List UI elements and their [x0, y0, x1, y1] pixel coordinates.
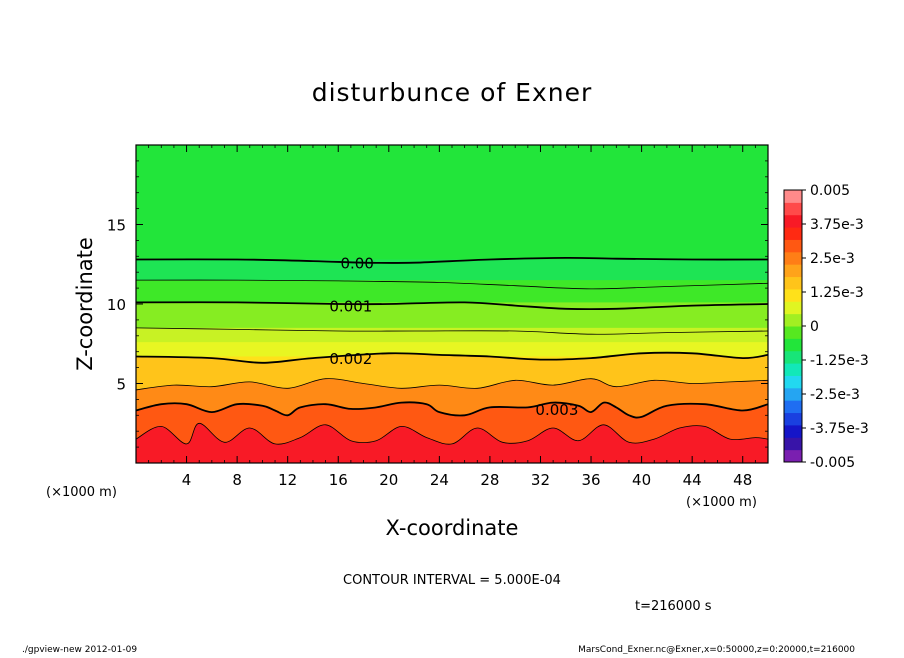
- x-tick-label: 36: [581, 471, 600, 489]
- colorbar-label: -2.5e-3: [810, 387, 860, 403]
- colorbar-label: 3.75e-3: [810, 217, 864, 233]
- colorbar-cell: [784, 190, 802, 203]
- colorbar-cell: [784, 313, 802, 327]
- colorbar-cell: [784, 449, 802, 463]
- colorbar-cell: [784, 412, 802, 426]
- contour-line: [136, 279, 768, 290]
- colorbar-cell: [784, 264, 802, 278]
- contour-lines: [136, 256, 768, 445]
- colorbar-cell: [784, 350, 802, 364]
- contour-line: [136, 422, 768, 445]
- y-tick-label: 15: [107, 217, 126, 235]
- x-tick-label: 40: [632, 471, 651, 489]
- colorbar-label: -1.25e-3: [810, 353, 869, 369]
- colorbar-label: 0.005: [810, 183, 850, 199]
- colorbar-cell: [784, 424, 802, 438]
- y-axis-label: Z-coordinate: [73, 237, 97, 371]
- contour-label: 0.00: [340, 255, 373, 273]
- colorbar-cell: [784, 288, 802, 302]
- colorbar-cell: [784, 239, 802, 253]
- field-bands: [136, 145, 768, 463]
- x-axis-label: X-coordinate: [386, 516, 519, 540]
- contour-line: [136, 351, 768, 364]
- colorbar: 0.005 3.75e-3 2.5e-3 1.25e-3 0 -1.25e-3 -2.5e-…: [783, 183, 869, 471]
- colorbar-cell: [784, 338, 802, 352]
- x-ticks: 4 8 12 16 20 24 28 32 36 40 44 48: [148, 145, 756, 489]
- contour-label: 0.001: [329, 298, 372, 316]
- colorbar-cell: [784, 437, 802, 451]
- y-ticks: 5 10 15: [107, 160, 768, 448]
- footer-left: ./gpview-new 2012-01-09: [22, 645, 137, 654]
- colorbar-cell: [784, 400, 802, 414]
- y-tick-label: 5: [116, 376, 126, 394]
- contour-line: [136, 378, 768, 391]
- z-unit-label: (×1000 m): [46, 485, 117, 500]
- colorbar-label: -0.005: [810, 455, 855, 471]
- colorbar-cell: [784, 375, 802, 389]
- chart-title: disturbunce of Exner: [312, 78, 593, 107]
- contour-label: 0.003: [535, 401, 578, 419]
- x-tick-label: 48: [733, 471, 752, 489]
- x-tick-label: 44: [683, 471, 702, 489]
- y-tick-label: 10: [107, 296, 126, 314]
- x-tick-label: 12: [278, 471, 297, 489]
- colorbar-cell: [784, 301, 802, 315]
- contour-line: [136, 256, 768, 264]
- colorbar-cell: [784, 363, 802, 376]
- x-tick-label: 8: [232, 471, 242, 489]
- x-tick-label: 24: [430, 471, 449, 489]
- colorbar-cell: [784, 276, 802, 290]
- colorbar-cell: [784, 227, 802, 240]
- colorbar-cell: [784, 251, 802, 265]
- contour-label: 0.002: [329, 350, 372, 368]
- x-tick-label: 28: [480, 471, 499, 489]
- footer-right: MarsCond_Exner.nc@Exner,x=0:50000,z=0:20…: [578, 645, 855, 654]
- contour-line: [136, 401, 768, 419]
- x-tick-label: 32: [531, 471, 550, 489]
- x-tick-label: 20: [379, 471, 398, 489]
- colorbar-label: -3.75e-3: [810, 421, 869, 437]
- time-text: t=216000 s: [635, 599, 712, 614]
- colorbar-cell: [784, 326, 802, 339]
- colorbar-cell: [784, 387, 802, 401]
- x-tick-label: 4: [182, 471, 192, 489]
- colorbar-label: 0: [810, 319, 819, 335]
- contour-interval-text: CONTOUR INTERVAL = 5.000E-04: [343, 573, 561, 588]
- colorbar-label: 1.25e-3: [810, 285, 864, 301]
- contour-line: [136, 327, 768, 335]
- x-unit-label: (×1000 m): [686, 495, 757, 510]
- field-band-wavy: [136, 423, 768, 463]
- contour-labels: 0.00 0.001 0.002 0.003: [329, 255, 578, 419]
- colorbar-label: 2.5e-3: [810, 251, 855, 267]
- x-tick-label: 16: [329, 471, 348, 489]
- colorbar-cell: [784, 202, 802, 216]
- colorbar-labels: 0.005 3.75e-3 2.5e-3 1.25e-3 0 -1.25e-3 -2.5e-…: [802, 183, 869, 471]
- contour-line: [136, 301, 768, 311]
- colorbar-cell: [784, 214, 802, 228]
- colorbar-cells: [784, 190, 802, 463]
